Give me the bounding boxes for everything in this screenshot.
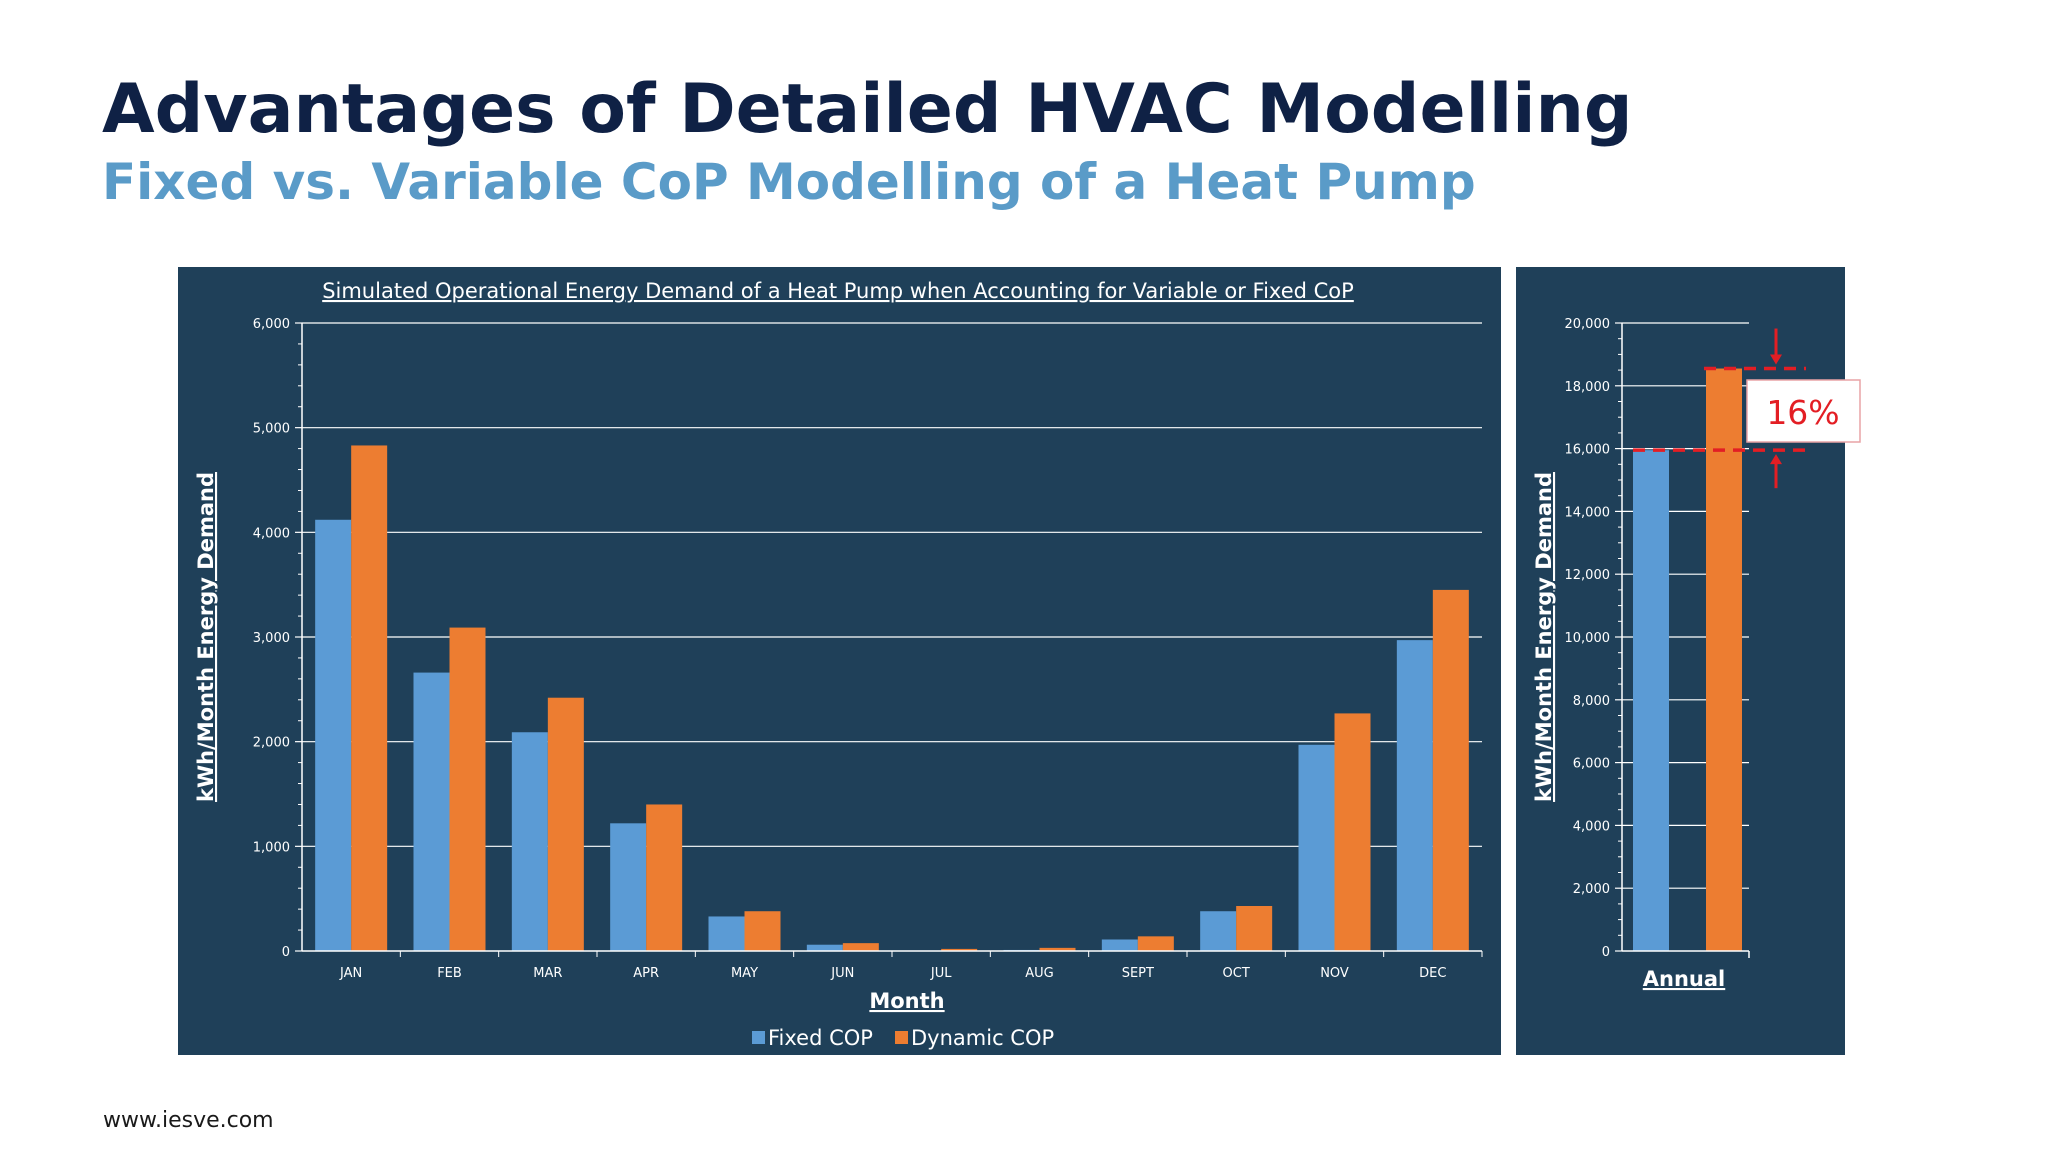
- y-tick-label: 3,000: [253, 631, 290, 646]
- x-tick-label: SEPT: [1122, 966, 1154, 981]
- bar-dynamic-cop: [351, 445, 388, 951]
- bar-dynamic-cop: [941, 948, 978, 951]
- y-tick-label: 4,000: [1573, 819, 1610, 834]
- y-tick-label: 6,000: [253, 317, 290, 332]
- chart-legend: Fixed COP Dynamic COP: [752, 1026, 1054, 1050]
- y-tick-label: 18,000: [1565, 380, 1611, 395]
- slide-title: Advantages of Detailed HVAC Modelling: [102, 70, 1633, 149]
- bar-dynamic-cop: [744, 911, 781, 951]
- legend-label-dynamic: Dynamic COP: [911, 1026, 1054, 1050]
- monthly-chart-panel: [178, 267, 1501, 1055]
- monthly-bars: [315, 445, 1469, 951]
- x-tick-label: MAY: [731, 966, 758, 981]
- x-tick-label: NOV: [1320, 966, 1349, 981]
- x-tick-label: JUL: [930, 966, 952, 981]
- x-tick-label: OCT: [1223, 966, 1250, 981]
- bar-fixed-cop: [1101, 939, 1138, 951]
- y-tick-label: 4,000: [253, 526, 290, 541]
- bar-fixed-cop: [1200, 911, 1237, 951]
- monthly-y-axis-title: kWh/Month Energy Demand: [194, 472, 218, 802]
- bar-fixed-cop: [708, 916, 745, 951]
- bar-fixed-cop: [413, 672, 450, 951]
- y-tick-label: 14,000: [1565, 505, 1611, 520]
- bar-dynamic-cop: [1137, 936, 1174, 951]
- x-tick-label: DEC: [1419, 966, 1446, 981]
- y-tick-label: 1,000: [253, 840, 290, 855]
- x-tick-label: APR: [633, 966, 659, 981]
- bar-dynamic-cop: [1334, 713, 1371, 951]
- bar-dynamic-cop: [1039, 947, 1076, 951]
- y-tick-label: 2,000: [253, 736, 290, 751]
- y-tick-label: 6,000: [1573, 757, 1610, 772]
- legend-label-fixed: Fixed COP: [768, 1026, 873, 1050]
- annual-y-axis-title: kWh/Month Energy Demand: [1532, 472, 1556, 802]
- monthly-x-ticks: JAN FEB MAR APR MAY JUN JUL AUG SEPT OCT NOV DEC: [339, 951, 1483, 981]
- legend-swatch-fixed: [752, 1031, 765, 1044]
- bar-dynamic-cop: [449, 627, 486, 951]
- x-tick-label: AUG: [1025, 966, 1053, 981]
- callout-box: [1746, 379, 1861, 443]
- bar-fixed-cop-annual: [1633, 450, 1669, 951]
- y-tick-label: 5,000: [253, 422, 290, 437]
- y-tick-label: 10,000: [1565, 631, 1611, 646]
- monthly-chart-title: Simulated Operational Energy Demand of a…: [322, 279, 1354, 303]
- bar-dynamic-cop: [1432, 589, 1469, 951]
- bar-fixed-cop: [1298, 744, 1335, 951]
- legend-swatch-dynamic: [895, 1031, 908, 1044]
- x-tick-label: FEB: [437, 966, 462, 981]
- percentage-callout: 16%: [1633, 328, 1861, 489]
- bar-dynamic-cop-annual: [1706, 368, 1742, 951]
- x-tick-label: JAN: [339, 966, 362, 981]
- annual-bars: [1633, 368, 1742, 951]
- y-tick-label: 16,000: [1565, 443, 1611, 458]
- monthly-gridlines: [302, 322, 1482, 847]
- bar-fixed-cop: [315, 519, 352, 951]
- footer-url: www.iesve.com: [103, 1108, 274, 1133]
- bar-dynamic-cop: [646, 804, 683, 951]
- callout-up-arrow-head: [1770, 454, 1782, 465]
- annual-x-axis-title: Annual: [1643, 967, 1725, 991]
- x-tick-label: MAR: [533, 966, 562, 981]
- y-tick-label: 20,000: [1565, 317, 1611, 332]
- bar-dynamic-cop: [1236, 905, 1273, 951]
- monthly-y-ticks: 0 1,000 2,000 3,000 4,000 5,000 6,000: [253, 317, 302, 960]
- y-tick-label: 12,000: [1565, 568, 1611, 583]
- x-tick-label: JUN: [830, 966, 854, 981]
- bar-fixed-cop: [806, 944, 843, 951]
- bar-fixed-cop: [610, 823, 647, 951]
- y-tick-label: 0: [1602, 945, 1610, 960]
- slide-subtitle: Fixed vs. Variable CoP Modelling of a He…: [102, 153, 1476, 211]
- callout-down-arrow-head: [1770, 354, 1782, 365]
- bar-dynamic-cop: [842, 943, 879, 951]
- y-tick-label: 2,000: [1573, 882, 1610, 897]
- bar-fixed-cop: [1396, 640, 1433, 951]
- bar-dynamic-cop: [547, 697, 584, 951]
- y-tick-label: 8,000: [1573, 694, 1610, 709]
- bar-fixed-cop: [511, 732, 548, 951]
- y-tick-label: 0: [282, 945, 290, 960]
- callout-percentage: 16%: [1766, 393, 1839, 432]
- monthly-x-axis-title: Month: [869, 989, 944, 1013]
- annual-y-ticks: 0 2,000 4,000 6,000 8,000 10,000 12,000 14,000 1…: [1565, 317, 1622, 960]
